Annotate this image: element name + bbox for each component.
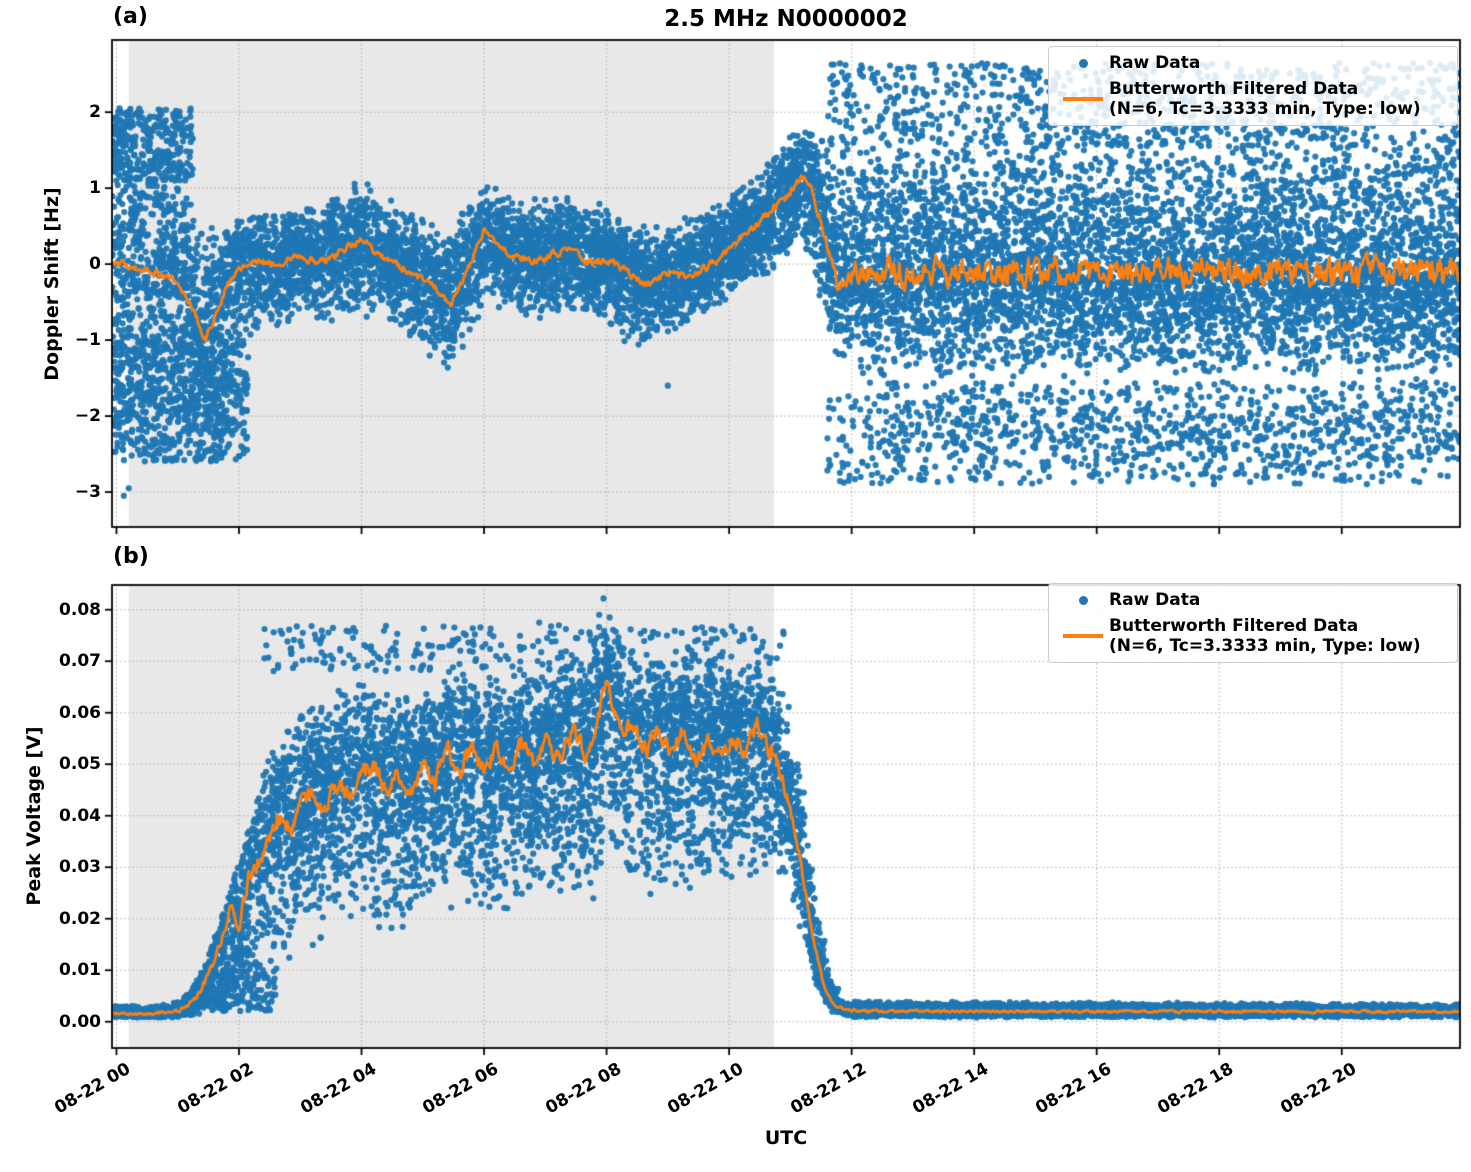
filtered-line-marker-icon [1057, 634, 1109, 638]
y-tick-label: 0.05 [59, 754, 101, 775]
legend-filtered-label-line2: (N=6, Tc=3.3333 min, Type: low) [1109, 99, 1421, 119]
y-tick-label: 0.08 [59, 599, 101, 620]
figure-title: 2.5 MHz N0000002 [664, 6, 908, 32]
raw-data-marker-icon [1057, 595, 1109, 605]
legend-filtered-row: Butterworth Filtered Data (N=6, Tc=3.333… [1057, 616, 1449, 656]
legend-filtered-label: Butterworth Filtered Data (N=6, Tc=3.333… [1109, 79, 1421, 119]
y-tick-label: −2 [74, 406, 101, 427]
orange-line-icon [1063, 634, 1103, 638]
panel-b-label: (b) [113, 544, 149, 569]
blue-dot-icon [1078, 58, 1088, 68]
raw-data-marker-icon [1057, 58, 1109, 68]
y-tick-label: 2 [89, 102, 101, 123]
y-tick-label: 0.01 [59, 960, 101, 981]
legend-filtered-row: Butterworth Filtered Data (N=6, Tc=3.333… [1057, 79, 1449, 119]
y-tick-label: 0 [89, 254, 101, 275]
y-tick-label: −1 [74, 330, 101, 351]
legend-raw-label: Raw Data [1109, 590, 1201, 610]
y-axis-label-doppler: Doppler Shift [Hz] [41, 187, 63, 381]
legend-filtered-label-line1: Butterworth Filtered Data [1109, 616, 1359, 636]
legend-raw-label: Raw Data [1109, 53, 1201, 73]
legend-raw-row: Raw Data [1057, 590, 1449, 610]
filtered-line-marker-icon [1057, 97, 1109, 101]
blue-dot-icon [1078, 595, 1088, 605]
legend-raw-row: Raw Data [1057, 53, 1449, 73]
legend-filtered-label-line1: Butterworth Filtered Data [1109, 79, 1359, 99]
legend-panel-a: Raw Data Butterworth Filtered Data (N=6,… [1048, 46, 1458, 126]
legend-filtered-label: Butterworth Filtered Data (N=6, Tc=3.333… [1109, 616, 1421, 656]
orange-line-icon [1063, 97, 1103, 101]
y-tick-label: 1 [89, 178, 101, 199]
x-axis-label: UTC [764, 1127, 808, 1149]
panel-a-label: (a) [113, 4, 148, 29]
y-tick-label: 0.00 [59, 1011, 101, 1032]
y-tick-label: 0.04 [59, 805, 101, 826]
y-tick-label: 0.06 [59, 702, 101, 723]
y-tick-label: −3 [74, 482, 101, 503]
legend-panel-b: Raw Data Butterworth Filtered Data (N=6,… [1048, 583, 1458, 663]
y-tick-label: 0.07 [59, 651, 101, 672]
legend-filtered-label-line2: (N=6, Tc=3.3333 min, Type: low) [1109, 636, 1421, 656]
y-tick-label: 0.03 [59, 857, 101, 878]
y-tick-label: 0.02 [59, 908, 101, 929]
y-axis-label-voltage: Peak Voltage [V] [23, 726, 45, 906]
